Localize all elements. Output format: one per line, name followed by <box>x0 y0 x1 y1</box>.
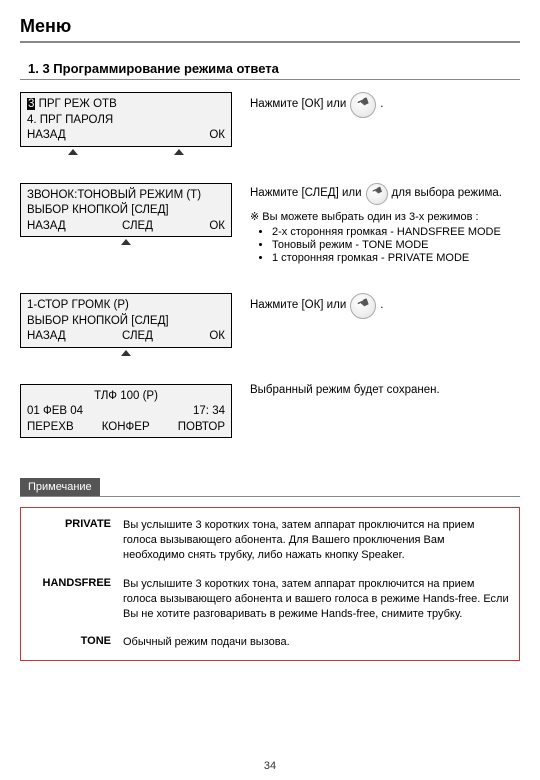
press-icon <box>350 92 376 118</box>
note-lead: ※ Вы можете выбрать один из 3-х режимов … <box>250 211 520 224</box>
step-row-3: 1-СТОР ГРОМК (P) ВЫБОР КНОПКОЙ [СЛЕД] НА… <box>20 293 520 356</box>
arrow-up-icon <box>121 350 131 356</box>
note-key: TONE <box>31 635 111 650</box>
arrow-up-icon <box>174 149 184 155</box>
note-key: PRIVATE <box>31 518 111 563</box>
lcd-softkey-left: НАЗАД <box>27 329 66 345</box>
note-box: PRIVATE Вы услышите 3 коротких тона, зат… <box>20 507 520 661</box>
lcd-softkey-right: ОК <box>209 329 225 345</box>
lcd-softkey-mid: КОНФЕР <box>102 420 150 436</box>
step-row-4: ТЛФ 100 (P) 01 ФЕВ 04 17: 34 ПЕРЕХВ КОНФ… <box>20 384 520 439</box>
lcd-screen-4: ТЛФ 100 (P) 01 ФЕВ 04 17: 34 ПЕРЕХВ КОНФ… <box>20 384 232 439</box>
note-val: Вы услышите 3 коротких тона, затем аппар… <box>123 518 509 563</box>
page-number: 34 <box>0 760 540 772</box>
divider <box>20 496 520 497</box>
instruction-text: Нажмите [ОК] или <box>250 299 346 313</box>
note-val: Обычный режим подачи вызова. <box>123 635 509 650</box>
lcd-softkey-right: ПОВТОР <box>178 420 225 436</box>
lcd-softkey-left: НАЗАД <box>27 219 66 235</box>
arrow-up-icon <box>68 149 78 155</box>
lcd-softkey-left: ПЕРЕХВ <box>27 420 74 436</box>
lcd-softkey-mid: СЛЕД <box>122 219 153 235</box>
lcd-softkey-right: ОК <box>209 219 225 235</box>
note-key: HANDSFREE <box>31 577 111 622</box>
lcd-screen-2: ЗВОНОК:ТОНОВЫЙ РЕЖИМ (T) ВЫБОР КНОПКОЙ [… <box>20 183 232 238</box>
note-row: TONE Обычный режим подачи вызова. <box>31 635 509 650</box>
arrow-indicators <box>20 239 232 245</box>
lcd-softkey-right: ОК <box>209 128 225 144</box>
note-row: HANDSFREE Вы услышите 3 коротких тона, з… <box>31 577 509 622</box>
instruction-text: Нажмите [ОК] или <box>250 98 346 112</box>
lcd-screen-1: 3 ПРГ РЕЖ ОТВ 4. ПРГ ПАРОЛЯ НАЗАД ОК <box>20 92 232 147</box>
bullet-item: 1 сторонняя громкая - PRIVATE MODE <box>272 252 520 265</box>
lcd-screen-3: 1-СТОР ГРОМК (P) ВЫБОР КНОПКОЙ [СЛЕД] НА… <box>20 293 232 348</box>
bullet-item: 2-х сторонняя громкая - HANDSFREE MODE <box>272 226 520 239</box>
lcd-softkey-mid: СЛЕД <box>122 329 153 345</box>
instruction-text: Выбранный режим будет сохранен. <box>250 384 440 396</box>
section-title: 1. 3 Программирование режима ответа <box>20 61 520 80</box>
page-title: Меню <box>20 16 520 43</box>
press-icon <box>350 293 376 319</box>
bullet-item: Тоновый режим - TONE MODE <box>272 239 520 252</box>
arrow-up-icon <box>121 239 131 245</box>
note-label: Примечание <box>20 478 100 496</box>
arrow-indicators <box>20 149 232 155</box>
arrow-indicators <box>20 350 232 356</box>
note-val: Вы услышите 3 коротких тона, затем аппар… <box>123 577 509 622</box>
note-row: PRIVATE Вы услышите 3 коротких тона, зат… <box>31 518 509 563</box>
press-icon <box>366 183 388 205</box>
mode-bullets: 2-х сторонняя громкая - HANDSFREE MODE Т… <box>250 226 520 266</box>
instruction-text: Нажмите [СЛЕД] или <box>250 187 362 201</box>
step-row-1: 3 ПРГ РЕЖ ОТВ 4. ПРГ ПАРОЛЯ НАЗАД ОК Наж… <box>20 92 520 155</box>
lcd-softkey-left: НАЗАД <box>27 128 66 144</box>
step-row-2: ЗВОНОК:ТОНОВЫЙ РЕЖИМ (T) ВЫБОР КНОПКОЙ [… <box>20 183 520 266</box>
